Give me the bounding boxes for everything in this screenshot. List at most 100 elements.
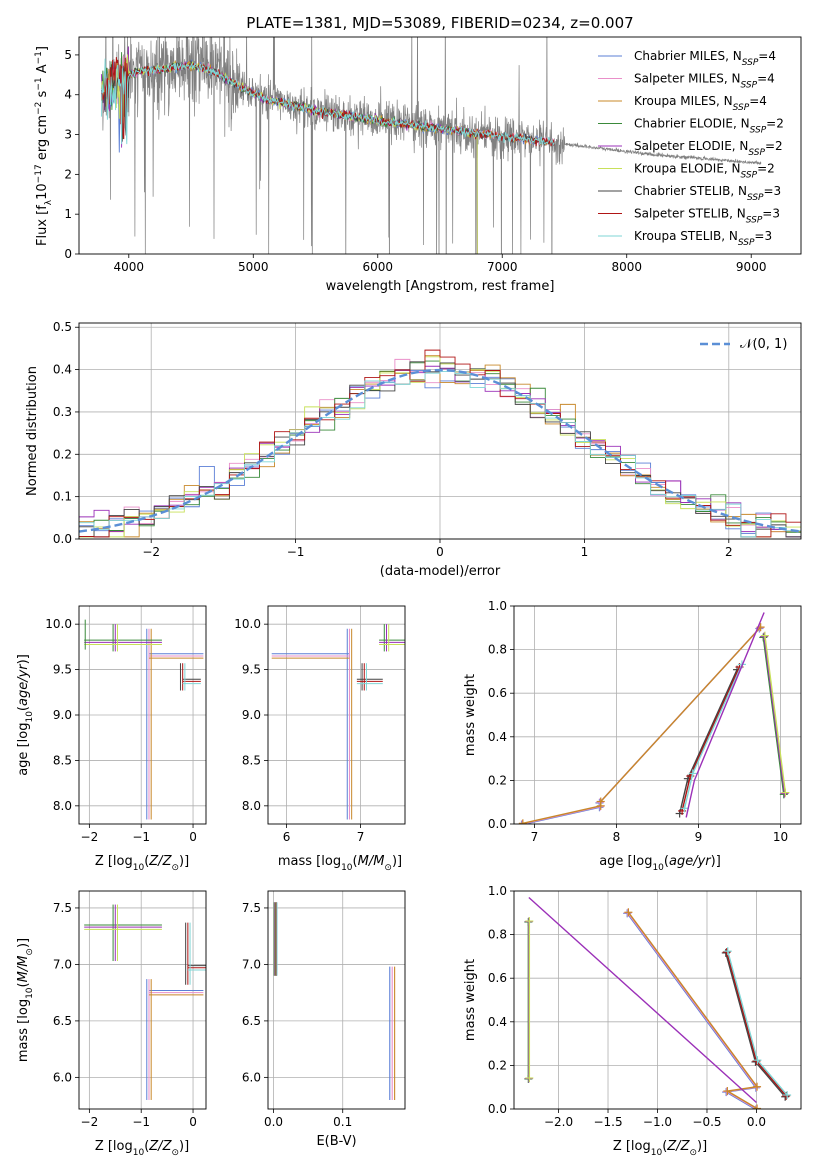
ssp-weight-line <box>762 637 785 795</box>
x-tick-label: 8000 <box>611 260 642 274</box>
x-tick-label: 7 <box>531 830 539 844</box>
plot-area-spectrum <box>100 37 762 254</box>
axes-weight_vs_age: 7 8 9 10 0.0 0.2 0.4 0.6 0.8 1.0 mass weight age [l… <box>463 599 802 873</box>
figure-title: PLATE=1381, MJD=53089, FIBERID=0234, z=0… <box>246 14 633 32</box>
y-tick-label: 8.5 <box>53 753 72 767</box>
y-tick-label: 0.0 <box>488 1102 507 1116</box>
x-tick-label: −1.0 <box>643 1115 672 1129</box>
ssp-weight-line <box>521 628 760 824</box>
y-tick-label: 1.0 <box>488 884 507 898</box>
plot-area-mass_vs_Z <box>84 904 206 1100</box>
y-tick-label: 7.0 <box>242 957 261 971</box>
x-tick-label: −1 <box>287 545 305 559</box>
y-axis-label: mass weight <box>463 674 478 756</box>
y-tick-label: 0.5 <box>53 320 72 334</box>
plot-area-mass_vs_ebv <box>273 902 396 1100</box>
axes-weight_vs_Z: −2.0 −1.5 −1.0 −0.5 0.0 0.0 0.2 0.4 0.6 0.8 1.0 mas… <box>463 884 802 1158</box>
y-tick-label: 0.8 <box>488 928 507 942</box>
y-axis-label: Flux [fλ10−17 erg cm−2 s−1 A−1] <box>34 46 54 246</box>
x-tick-label: 10 <box>773 830 788 844</box>
y-tick-label: 6.0 <box>53 1070 72 1084</box>
legend-label: Salpeter ELODIE, NSSP=2 <box>634 139 783 158</box>
y-axis-label: mass weight <box>463 959 478 1041</box>
x-tick-label: −2.0 <box>544 1115 573 1129</box>
y-tick-label: 4 <box>64 88 72 102</box>
x-tick-label: 9000 <box>736 260 767 274</box>
x-tick-label: 6 <box>283 830 291 844</box>
y-tick-label: 7.0 <box>53 957 72 971</box>
x-axis-label: wavelength [Angstrom, rest frame] <box>326 279 555 294</box>
y-axis-label: age [log10(age/yr)] <box>16 654 35 776</box>
ssp-weight-line <box>685 612 765 818</box>
grid-age_vs_mass <box>268 606 405 824</box>
y-tick-label: 0.2 <box>53 447 72 461</box>
legend-label: Salpeter MILES, NSSP=4 <box>634 72 775 91</box>
y-tick-label: 0.2 <box>488 773 507 787</box>
axes-frame <box>267 890 406 1110</box>
x-tick-label: −1.5 <box>593 1115 622 1129</box>
y-tick-label: 0.8 <box>488 643 507 657</box>
y-tick-label: 0.3 <box>53 405 72 419</box>
residual-legend: 𝒩(0, 1) <box>700 337 787 352</box>
y-tick-label: 0.6 <box>488 686 507 700</box>
x-tick-label: 8 <box>613 830 621 844</box>
y-tick-label: 1 <box>64 207 72 221</box>
ssp-weight-line <box>626 912 758 1109</box>
legend-label: Kroupa STELIB, NSSP=3 <box>634 229 772 248</box>
y-tick-label: 9.0 <box>53 708 72 722</box>
legend-label: Chabrier STELIB, NSSP=3 <box>634 184 781 203</box>
y-tick-label: 0 <box>64 247 72 261</box>
grid-age_vs_Z <box>79 606 206 824</box>
x-tick-label: 7 <box>357 830 365 844</box>
axes-frame <box>513 890 802 1110</box>
y-tick-label: 0.4 <box>488 1015 507 1029</box>
x-tick-label: 5000 <box>238 260 269 274</box>
axes-frame <box>513 605 802 825</box>
y-tick-label: 5 <box>64 48 72 62</box>
x-tick-label: −1 <box>132 1115 150 1129</box>
y-axis-label: mass [log10(M/M⊙)] <box>16 938 35 1062</box>
x-tick-label: 2 <box>725 545 733 559</box>
y-tick-label: 3 <box>64 128 72 142</box>
y-tick-label: 2 <box>64 167 72 181</box>
x-axis-label: Z [log10(Z/Z⊙)] <box>613 1139 707 1158</box>
axes-mass_vs_Z: −2 −1 0 6.0 6.5 7.0 7.5 Z [log10(Z/Z⊙)] mass [lo… <box>16 890 207 1158</box>
x-tick-label: 9 <box>695 830 703 844</box>
ssp-weight-line <box>627 912 758 1109</box>
ssp-weight-line <box>763 636 786 794</box>
data-spectrum <box>101 37 762 254</box>
ssp-weight-line <box>764 635 787 793</box>
plot-area-weight_vs_Z <box>524 897 792 1109</box>
x-axis-label: mass [log10(M/M⊙)] <box>278 854 402 873</box>
x-tick-label: 6000 <box>362 260 393 274</box>
legend-label: Chabrier ELODIE, NSSP=2 <box>634 117 784 136</box>
grid-mass_vs_ebv <box>268 891 405 1109</box>
x-tick-label: −1 <box>132 830 150 844</box>
ssp-weight-line <box>528 897 757 1103</box>
y-tick-label: 0.6 <box>488 971 507 985</box>
x-tick-label: −2 <box>81 1115 99 1129</box>
x-tick-label: 7000 <box>487 260 518 274</box>
ssp-weight-line <box>522 626 762 824</box>
y-tick-label: 0.4 <box>488 730 507 744</box>
y-tick-label: 8.0 <box>53 799 72 813</box>
y-tick-label: 6.5 <box>53 1014 72 1028</box>
x-axis-label: Z [log10(Z/Z⊙)] <box>95 1139 189 1158</box>
axes-age_vs_Z: −2 −1 0 8.0 8.5 9.0 9.5 10.0 Z [log10(Z/Z⊙)] age … <box>16 605 207 873</box>
plot-area-age_vs_Z <box>84 619 204 820</box>
grid-weight_vs_age <box>514 605 801 825</box>
legend-label: Kroupa MILES, NSSP=4 <box>634 94 767 113</box>
plot-area-age_vs_mass <box>271 624 405 820</box>
y-tick-label: 8.5 <box>242 753 261 767</box>
x-tick-label: 1 <box>581 545 589 559</box>
y-tick-label: 9.0 <box>242 708 261 722</box>
x-axis-label: (data-model)/error <box>380 564 501 579</box>
y-tick-label: 7.5 <box>53 901 72 915</box>
x-tick-label: 0 <box>436 545 444 559</box>
y-tick-label: 0.1 <box>53 490 72 504</box>
x-tick-label: 0 <box>189 1115 197 1129</box>
axes-frame <box>78 36 802 255</box>
gaussian-curve <box>79 368 801 533</box>
axes-frame <box>267 605 406 825</box>
